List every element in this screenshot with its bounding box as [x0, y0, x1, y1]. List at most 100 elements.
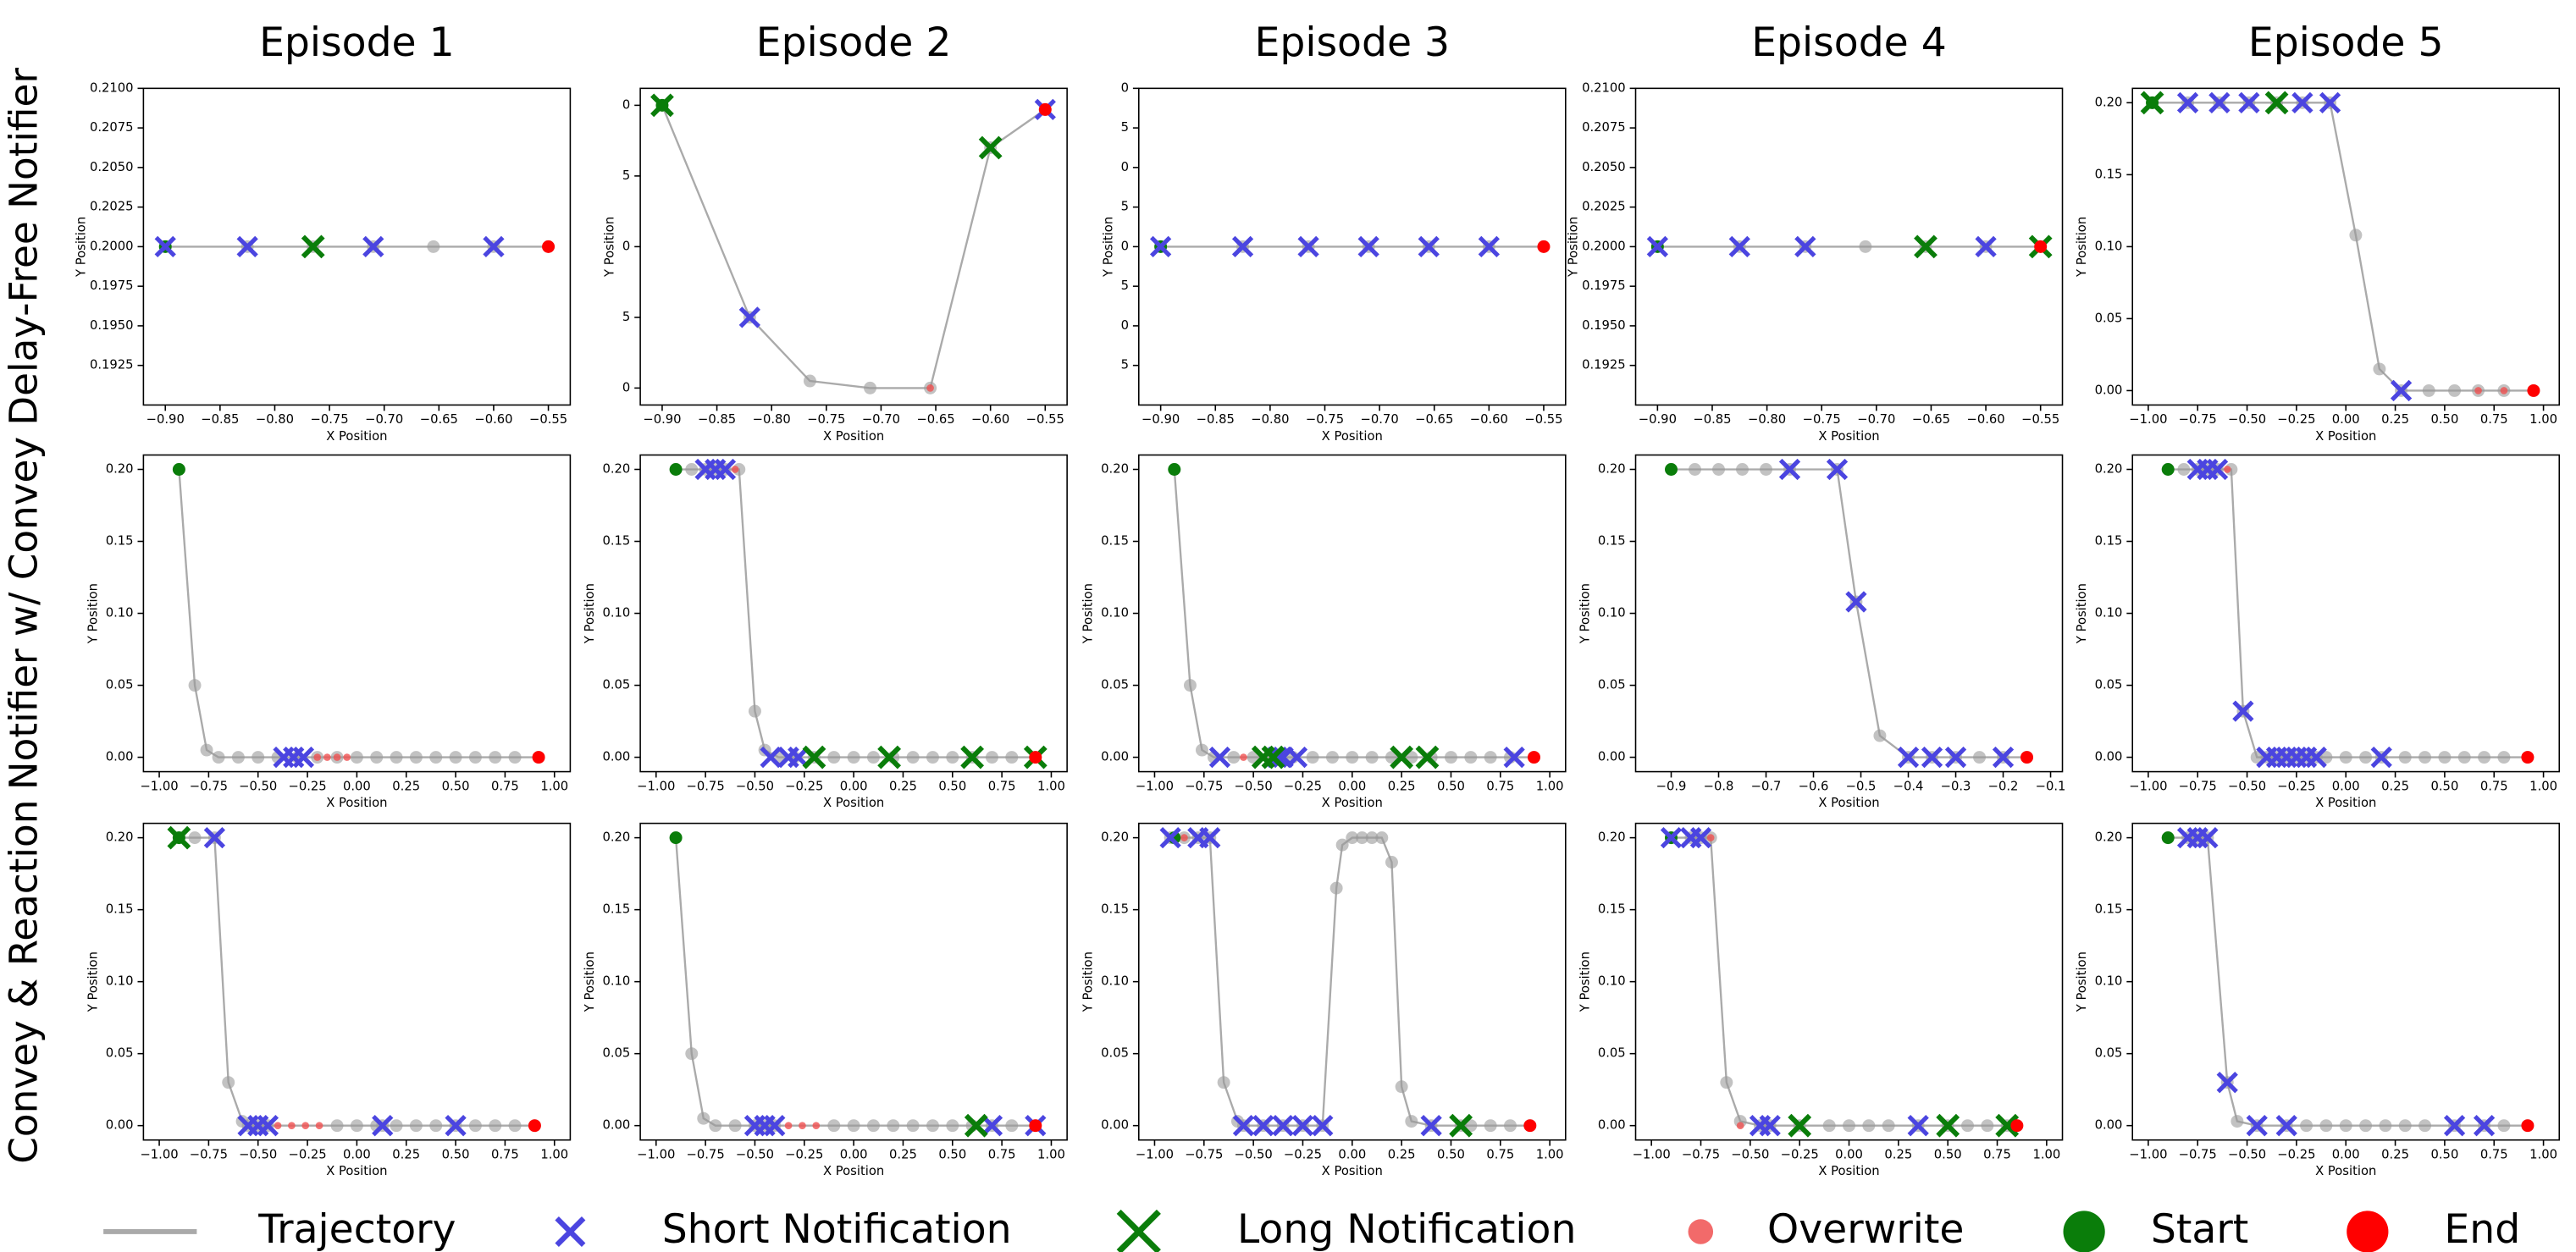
row-title: Notifier w/ Convey	[2, 437, 47, 790]
trajectory-point	[1862, 1119, 1876, 1133]
long-notification-stroke	[1261, 745, 1285, 769]
y-axis-label: Y Position	[75, 217, 89, 278]
trajectory-point	[1981, 1119, 1994, 1133]
x-tick-label: 0.50	[2430, 779, 2458, 793]
x-tick-label: −1.00	[2129, 779, 2167, 793]
short-notification-stroke	[1297, 235, 1319, 258]
y-tick-label: 0.15	[2095, 902, 2123, 917]
column-title: Episode 1	[259, 19, 455, 66]
y-tick-label: 0	[1121, 160, 1129, 174]
x-tick-label: 0.00	[2332, 1147, 2360, 1161]
x-tick-label: 1.00	[1536, 779, 1564, 793]
start-point	[2161, 463, 2175, 476]
trajectory-point	[685, 463, 699, 476]
x-tick-label: −0.65	[916, 412, 954, 427]
trajectory-point	[1720, 1076, 1733, 1089]
x-tick-label: −0.85	[1197, 412, 1235, 427]
x-tick-label: 0.50	[442, 779, 470, 793]
x-tick-label: −0.25	[1781, 1147, 1819, 1161]
trajectory-point	[1503, 1119, 1517, 1133]
trajectory-line	[1671, 468, 2027, 758]
x-tick-label: −0.90	[1639, 412, 1677, 427]
end-point	[1537, 240, 1551, 253]
short-notification-stroke	[1199, 826, 1221, 849]
plot-frame	[1634, 454, 2064, 773]
trajectory-line	[674, 837, 1036, 1127]
y-tick-label: 0.15	[106, 534, 134, 549]
end-point	[542, 240, 556, 253]
trajectory-point	[370, 751, 384, 764]
long-notification-stroke	[964, 1113, 988, 1138]
trajectory-point	[2497, 751, 2511, 764]
trajectory-point	[1822, 1119, 1836, 1133]
short-notification-stroke	[1897, 746, 1920, 769]
trajectory-point	[887, 1119, 900, 1133]
trajectory-point	[1306, 751, 1319, 764]
y-axis-label: Y Position	[1081, 583, 1096, 644]
x-tick-label: −0.25	[2277, 412, 2315, 427]
x-tick-label: −0.80	[1748, 412, 1786, 427]
x-tick-label: −0.85	[201, 412, 239, 427]
overwrite-point	[926, 384, 934, 392]
y-tick-label: 0.00	[2095, 383, 2123, 397]
short-notification	[2208, 91, 2231, 113]
y-tick-label: 0.05	[1598, 1046, 1626, 1061]
trajectory-point	[1335, 838, 1349, 852]
trajectory-point	[1365, 831, 1379, 845]
x-tick-label: −1.00	[637, 1147, 675, 1161]
short-notification	[738, 306, 760, 328]
x-tick-label: −0.75	[687, 1147, 725, 1161]
trajectory-point	[1873, 729, 1887, 742]
x-tick-label: −0.25	[288, 779, 326, 793]
trajectory-point	[728, 1119, 742, 1133]
x-tick-label: −0.65	[1912, 412, 1950, 427]
y-tick-label: 0.10	[602, 974, 630, 989]
x-tick-label: 0.75	[988, 1147, 1016, 1161]
long-notification-stroke	[1995, 1113, 2020, 1138]
y-tick-label: 5	[622, 310, 630, 324]
trajectory-line	[2168, 468, 2528, 758]
x-tick-label: 0.25	[889, 1147, 917, 1161]
short-notification-stroke	[1759, 1115, 1781, 1137]
x-tick-label: −0.75	[190, 779, 228, 793]
short-notification-stroke	[2275, 1115, 2297, 1137]
short-notification-stroke	[2232, 700, 2254, 722]
short-notification-stroke	[292, 746, 315, 769]
x-tick-label: −0.75	[807, 412, 845, 427]
trajectory-point	[1385, 751, 1398, 764]
y-tick-label: 0.00	[1598, 750, 1626, 764]
overwrite-point	[1180, 834, 1188, 841]
x-tick-label: −0.1	[2036, 779, 2066, 793]
trajectory-point	[1395, 1080, 1408, 1094]
trajectory-point	[2478, 751, 2491, 764]
short-notification-stroke	[764, 1115, 786, 1137]
start-point	[669, 831, 683, 845]
x-tick-label: 0.50	[2430, 1147, 2458, 1161]
trajectory-point	[866, 1119, 880, 1133]
x-tick-label: 0.25	[1884, 1147, 1912, 1161]
short-notification	[1418, 235, 1440, 258]
trajectory-point	[803, 374, 816, 388]
x-tick-label: −0.65	[1415, 412, 1453, 427]
trajectory-point	[252, 751, 265, 764]
end-point	[2020, 751, 2034, 764]
short-notification	[203, 826, 226, 849]
short-notification	[2176, 91, 2199, 113]
y-tick-label: 0.15	[1598, 534, 1626, 549]
y-tick-label: 0.10	[1101, 974, 1129, 989]
trajectory-point	[697, 1111, 710, 1125]
plot-frame	[639, 822, 1068, 1141]
legend-label: Short Notification	[662, 1206, 1012, 1252]
short-notification-stroke	[1272, 1115, 1294, 1137]
plot-frame	[1138, 822, 1567, 1141]
y-tick-label: 0.15	[2095, 167, 2123, 181]
column-title: Episode 3	[1254, 19, 1450, 66]
y-tick-label: 0.1950	[1582, 318, 1626, 333]
x-tick-label: −0.55	[1026, 412, 1064, 427]
trajectory-point	[1005, 1119, 1019, 1133]
y-tick-label: 5	[622, 168, 630, 183]
trajectory-point	[906, 751, 920, 764]
short-notification	[788, 746, 810, 769]
short-notification	[2443, 1115, 2466, 1137]
x-tick-label: −0.50	[1731, 1147, 1769, 1161]
